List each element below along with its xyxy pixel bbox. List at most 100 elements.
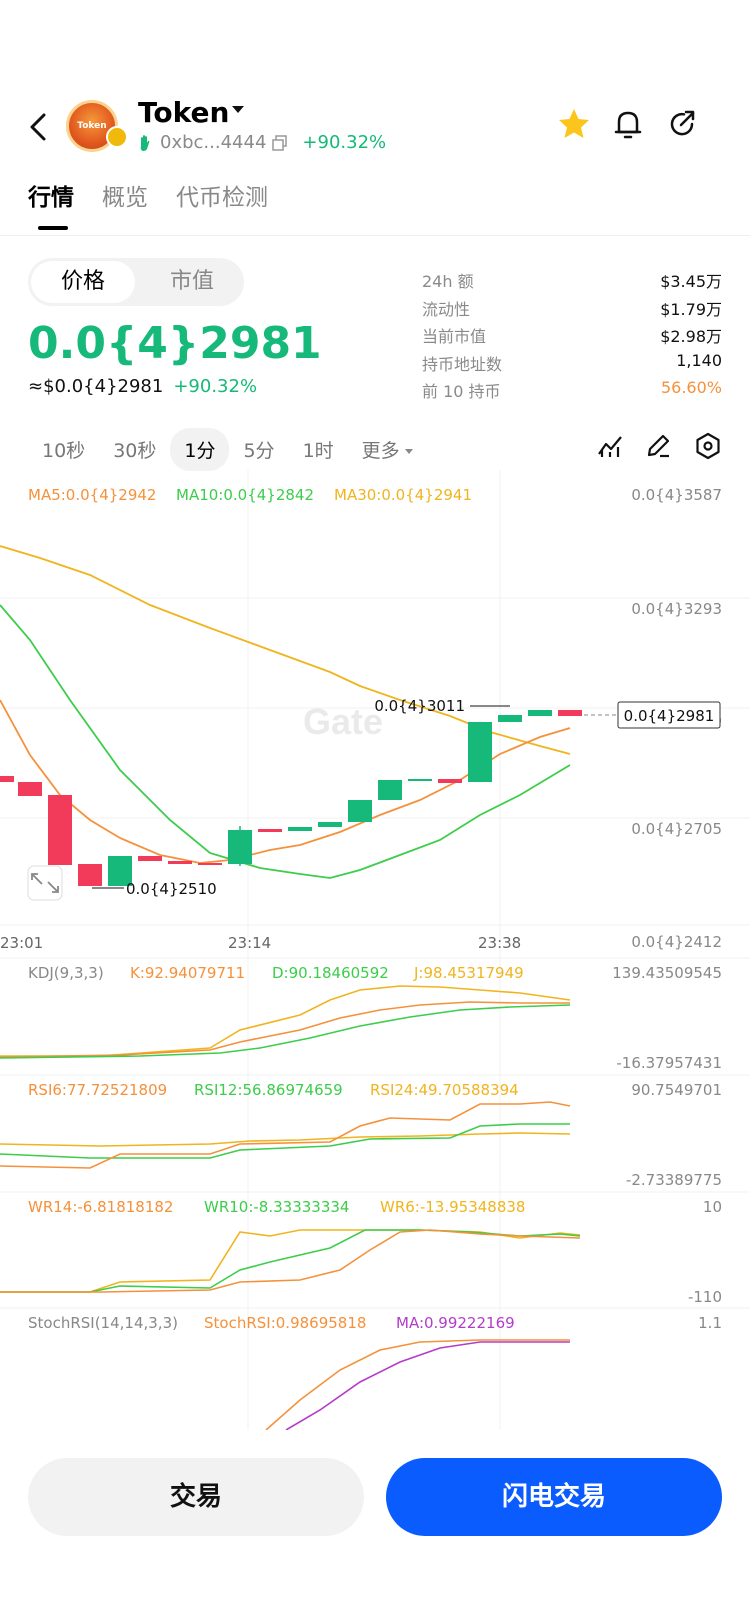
stochrsi-max: 1.1: [698, 1314, 722, 1332]
flash-trade-button[interactable]: 闪电交易: [386, 1458, 722, 1536]
contract-address: 0xbc...4444: [160, 132, 267, 153]
wr-max: 10: [703, 1198, 722, 1216]
high-price-marker: 0.0{4}3011: [374, 697, 465, 715]
share-icon[interactable]: [664, 106, 700, 142]
stat-value: $3.45万: [660, 272, 722, 291]
tab-market[interactable]: 行情: [28, 185, 74, 211]
kdj-j: J:98.45317949: [413, 964, 524, 982]
address-row: 0xbc...4444 +90.32%: [138, 132, 386, 153]
candle: [348, 800, 372, 822]
kdj-max: 139.43509545: [612, 964, 722, 982]
candle: [288, 827, 312, 831]
candle: [558, 710, 582, 716]
interval-30s[interactable]: 30秒: [113, 440, 157, 462]
price-axis-label: 0.0{4}2412: [631, 933, 722, 951]
back-arrow-icon[interactable]: [24, 110, 54, 144]
rsi24-line: [0, 1132, 571, 1147]
candle: [198, 863, 222, 865]
interval-10s[interactable]: 10秒: [42, 440, 86, 462]
price-mcap-toggle: 价格 市值: [28, 258, 244, 306]
stat-label: 24h 额: [422, 272, 474, 291]
kdj-k: K:92.94079711: [130, 964, 245, 982]
more-caret-icon: [404, 449, 413, 454]
indicator-icon[interactable]: [596, 432, 624, 460]
stat-row-liquidity: 流动性 $1.79万: [422, 296, 722, 324]
ma10-legend: MA10:0.0{4}2842: [176, 486, 314, 504]
stochrsi-ma: MA:0.99222169: [396, 1314, 515, 1332]
kline-chart[interactable]: Gate MA5:0.0{4}2942 MA10:0.0{4}2842 MA30…: [0, 470, 750, 1430]
kdj-d-line: [0, 1004, 571, 1059]
wr14-line: [0, 1229, 581, 1293]
interval-more[interactable]: 更多: [348, 428, 427, 471]
ma10-line: [0, 604, 571, 879]
kdj-k-line: [0, 1001, 570, 1058]
stat-row-holders: 持币地址数 1,140: [422, 351, 722, 379]
stochrsi-line: [265, 1339, 570, 1430]
interval-selector: 10秒 30秒 1分 5分 1时 更多: [28, 428, 427, 471]
stat-label: 当前市值: [422, 327, 487, 346]
stat-label: 前 10 持币: [422, 382, 501, 401]
candle: [168, 861, 192, 864]
current-price-tag: [617, 701, 721, 729]
stat-label: 流动性: [422, 299, 471, 319]
toggle-market-cap[interactable]: 市值: [169, 269, 214, 294]
rsi-legend: RSI6:77.72521809 RSI12:56.86974659 RSI24…: [28, 1081, 722, 1189]
rsi-min: -2.73389775: [626, 1171, 722, 1189]
candle: [318, 822, 342, 827]
price-change: +90.32%: [173, 376, 258, 397]
rsi6-line: [0, 1101, 571, 1169]
wr10-label: WR10:-8.33333334: [204, 1198, 349, 1216]
stat-value: 56.60%: [660, 378, 722, 397]
candle: [258, 829, 282, 832]
draw-pencil-icon[interactable]: [644, 432, 672, 460]
interval-5m[interactable]: 5分: [243, 440, 275, 462]
stochrsi-ma-line: [285, 1341, 570, 1430]
rsi12-label: RSI12:56.86974659: [194, 1081, 343, 1099]
time-label: 23:38: [478, 934, 521, 952]
chain-badge-icon: [106, 126, 128, 148]
token-header: Token Token 0xbc...4444 +90.32%: [0, 96, 750, 158]
current-price: 0.0{4}2981: [28, 318, 322, 369]
candle: [18, 782, 42, 796]
interval-1h[interactable]: 1时: [302, 440, 334, 462]
tab-underline: [38, 226, 68, 230]
token-logo-text: Token: [77, 121, 107, 131]
ma30-legend: MA30:0.0{4}2941: [334, 486, 472, 504]
time-label: 23:14: [228, 934, 271, 952]
stochrsi-legend: StochRSI(14,14,3,3) StochRSI:0.98695818 …: [28, 1314, 722, 1332]
usd-price-row: ≈$0.0{4}2981 +90.32%: [28, 376, 257, 397]
tabs-divider: [0, 235, 750, 236]
stat-label: 持币地址数: [422, 354, 503, 374]
current-price-tag-text: 0.0{4}2981: [624, 707, 715, 725]
candles: [0, 710, 582, 886]
candle: [528, 710, 552, 716]
candle: [78, 864, 102, 886]
stat-value: 1,140: [676, 350, 722, 370]
watermark-text: Gate: [303, 701, 383, 742]
tab-overview[interactable]: 概览: [102, 185, 148, 211]
candle: [408, 779, 432, 781]
settings-hex-icon[interactable]: [694, 432, 722, 460]
token-name[interactable]: Token: [138, 96, 230, 129]
ma5-legend: MA5:0.0{4}2942: [28, 486, 156, 504]
kdj-j-line: [0, 985, 571, 1057]
stochrsi-value: StochRSI:0.98695818: [204, 1314, 366, 1332]
stochrsi-label: StochRSI(14,14,3,3): [28, 1314, 178, 1332]
kdj-legend: KDJ(9,3,3) K:92.94079711 D:90.18460592 J…: [28, 964, 722, 1072]
candle: [108, 856, 132, 886]
wr6-label: WR6:-13.95348838: [380, 1198, 525, 1216]
toggle-price[interactable]: 价格: [31, 261, 135, 303]
interval-1m[interactable]: 1分: [170, 428, 230, 471]
copy-icon[interactable]: [272, 134, 288, 151]
stat-value: $1.79万: [660, 299, 722, 319]
star-icon[interactable]: [556, 106, 592, 142]
wr-legend: WR14:-6.81818182 WR10:-8.33333334 WR6:-1…: [28, 1198, 722, 1306]
trade-button[interactable]: 交易: [28, 1458, 364, 1536]
time-label: 23:01: [0, 934, 43, 952]
tab-token-check[interactable]: 代币检测: [176, 185, 268, 211]
bell-icon[interactable]: [610, 106, 646, 142]
token-dropdown-icon[interactable]: [232, 106, 244, 113]
rsi6-label: RSI6:77.72521809: [28, 1081, 167, 1099]
kdj-min: -16.37957431: [616, 1054, 722, 1072]
expand-icon[interactable]: [27, 865, 63, 901]
